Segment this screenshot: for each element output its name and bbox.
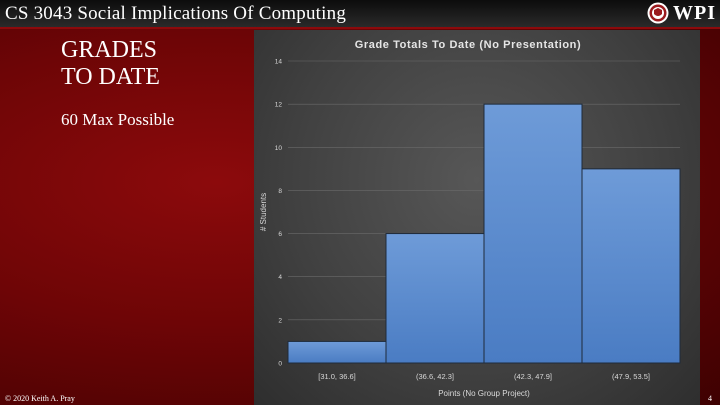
y-axis-ticks: 0 2 4 6 8 10 12 14 — [275, 59, 283, 368]
title-bar: CS 3043 Social Implications Of Computing… — [0, 0, 720, 29]
slide-heading: GRADES TO DATE — [61, 37, 251, 91]
wpi-logo: WPI — [647, 1, 716, 25]
y-tick-label: 6 — [278, 231, 282, 238]
histogram-bar — [385, 233, 485, 364]
wpi-logo-text: WPI — [673, 1, 716, 24]
chart-panel: Grade Totals To Date (No Presentation) 0… — [254, 30, 700, 405]
y-tick-label: 2 — [278, 317, 282, 324]
y-tick-label: 0 — [278, 361, 282, 368]
copyright-text: © 2020 Keith A. Pray — [5, 394, 75, 403]
max-possible-text: 60 Max Possible — [61, 110, 175, 129]
histogram-chart: Grade Totals To Date (No Presentation) 0… — [259, 39, 681, 398]
heading-line-1: GRADES — [61, 37, 158, 63]
y-tick-label: 4 — [278, 274, 282, 281]
heading-line-2: TO DATE — [61, 64, 160, 90]
chart-title: Grade Totals To Date (No Presentation) — [355, 39, 582, 51]
x-tick-label: (47.9, 53.5] — [612, 372, 650, 381]
x-tick-label: [31.0, 36.6] — [318, 372, 356, 381]
course-title: CS 3043 Social Implications Of Computing — [5, 3, 347, 24]
histogram-bar — [581, 168, 681, 364]
y-tick-label: 10 — [275, 145, 283, 152]
y-tick-label: 12 — [275, 102, 283, 109]
x-axis-label: Points (No Group Project) — [438, 389, 530, 398]
histogram-bar — [287, 340, 387, 364]
y-tick-label: 14 — [275, 59, 283, 66]
x-axis-ticks: [31.0, 36.6] (36.6, 42.3] (42.3, 47.9] (47.… — [318, 372, 650, 381]
y-axis-label: # Students — [259, 193, 268, 231]
y-tick-label: 8 — [278, 188, 282, 195]
x-tick-label: (42.3, 47.9] — [514, 372, 552, 381]
page-number: 4 — [708, 394, 712, 403]
histogram-bar — [483, 103, 583, 364]
wpi-seal-icon — [647, 2, 669, 24]
bars — [287, 103, 681, 364]
x-tick-label: (36.6, 42.3] — [416, 372, 454, 381]
